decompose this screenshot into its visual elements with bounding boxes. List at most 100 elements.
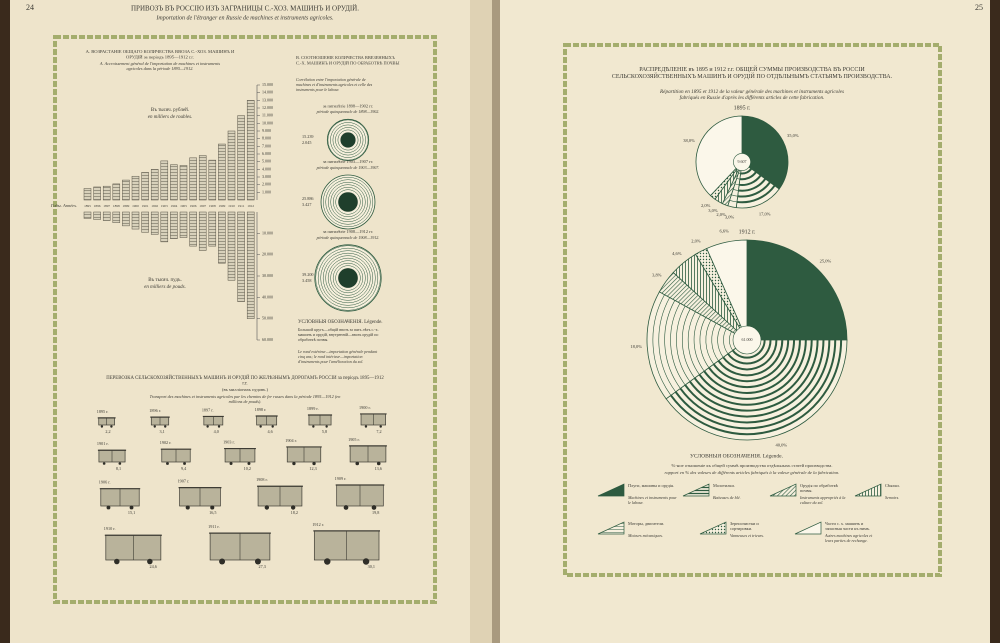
value-label: 16,5 — [209, 510, 216, 516]
tick-label: 20.000 — [262, 252, 273, 257]
bar — [150, 211, 159, 235]
ring-arc — [708, 339, 796, 389]
page-number: 24 — [26, 3, 34, 12]
wheel — [102, 462, 106, 465]
bar — [122, 179, 130, 201]
bar — [102, 185, 111, 201]
tick-label: 1.000 — [262, 189, 271, 194]
ring-arc — [689, 339, 819, 412]
tick-label: 30.000 — [262, 273, 273, 278]
year-label: 1905 — [180, 204, 187, 208]
value-label: 4,6% — [672, 251, 682, 257]
ring-arc — [679, 339, 831, 424]
legend-swatch — [682, 483, 710, 497]
period-label: за пятилѣтіе 1898—1902 гг. — [323, 103, 373, 108]
ring — [332, 262, 364, 294]
period-label: période quinquennale de 1903—1907. — [316, 165, 380, 170]
pie-slice — [706, 239, 748, 341]
bar — [93, 186, 101, 201]
value-label: 25,0% — [820, 259, 832, 265]
tick-label: 4.000 — [262, 166, 271, 171]
tick-label: 9.000 — [262, 128, 271, 133]
ring-arc — [687, 311, 700, 375]
legend-label: Части с. х. машинъ и запасныя части къ ни… — [825, 521, 870, 531]
ring — [327, 257, 369, 299]
bar — [198, 211, 207, 251]
ring-arc — [717, 339, 784, 377]
page-number: 25 — [975, 3, 983, 12]
wheel — [206, 425, 209, 428]
section-subtitle: Transport des machines et instruments ag… — [150, 394, 341, 404]
ring-arc — [670, 303, 686, 386]
pie-title: 1912 г. — [739, 229, 756, 235]
year-label: 1900 г. — [359, 405, 371, 410]
legend-label: Сѣялки. — [885, 483, 900, 488]
wheel — [100, 425, 104, 428]
year-label: 1895 — [84, 204, 91, 208]
value-label: 2.045 — [302, 140, 311, 145]
bar — [189, 157, 197, 201]
bar — [141, 211, 149, 233]
wheel — [219, 558, 226, 565]
year-label: 1911 г. — [208, 524, 220, 529]
legend-swatch — [597, 521, 625, 535]
legend-title: УСЛОВНЫЯ ОБОЗНАЧЕНІЯ. Légende. — [298, 320, 383, 325]
value-label: 15,1 — [128, 510, 135, 516]
legend-label: Semoirs. — [885, 495, 899, 500]
ring — [320, 250, 376, 306]
bar — [150, 169, 159, 201]
period-label: période quinquennale de 1898—1902. — [316, 109, 380, 114]
legend-label: Зерноочистки и сортировки. — [730, 521, 759, 531]
wheel — [210, 505, 215, 510]
legend-swatch — [794, 521, 822, 535]
ring — [315, 245, 381, 311]
legend-label: Machines et instruments pour le labour. — [627, 495, 677, 505]
ring — [322, 176, 374, 228]
value-label: 38,0% — [683, 138, 695, 144]
wheel — [371, 505, 377, 510]
bar — [83, 188, 92, 201]
bar — [246, 100, 255, 201]
value-label: 6,6% — [719, 228, 729, 234]
ring — [332, 186, 364, 218]
bar — [227, 130, 236, 201]
legend-text: Le rond extérieur—importation générale p… — [297, 349, 378, 364]
pie-title: 1895 г. — [734, 105, 751, 111]
center-label: 61.000 — [742, 337, 753, 342]
year-label: 1904 г. — [285, 438, 297, 443]
section-title: А. ВОЗРАСТАНІЕ ОБЩАГО КОЛИЧЕСТВА ВВОЗА С… — [86, 49, 235, 60]
page-title: ПРИВОЗЪ ВЪ РОССІЮ ИЗЪ ЗАГРАНИЦЫ С.-ХОЗ. … — [131, 5, 359, 13]
year-label: 1896 г. — [149, 408, 161, 413]
wheel — [217, 425, 221, 428]
legend-swatch — [699, 521, 727, 535]
ring — [335, 127, 361, 153]
tick-label: 8.000 — [262, 136, 271, 141]
bar — [102, 211, 111, 221]
axis-label: Годы. Années. — [50, 203, 77, 208]
right-content: РАСПРЕДѢЛЕНІЕ въ 1895 и 1912 г.г. ОБЩЕЙ … — [597, 65, 900, 543]
wheel — [355, 461, 360, 466]
ring — [337, 129, 359, 151]
bar — [122, 211, 130, 227]
value-label: 3,0% — [725, 215, 735, 221]
year-label: 1912 — [247, 204, 254, 208]
ring-arc — [722, 339, 778, 371]
value-label: 30,1 — [368, 564, 375, 570]
year-label: 1902 г. — [160, 440, 172, 445]
legend-swatch — [854, 483, 882, 497]
value-label: 17,0% — [759, 211, 771, 217]
year-label: 1904 — [171, 204, 178, 208]
center-label: 9.607 — [738, 159, 747, 164]
bar — [208, 211, 217, 247]
year-label: 1895 г. — [97, 409, 109, 414]
value-label: 3,1 — [159, 429, 164, 435]
tick-label: 7.000 — [262, 143, 271, 148]
tick-label: 11.000 — [262, 113, 273, 118]
ring-arc — [740, 168, 753, 175]
bar — [237, 115, 245, 201]
bar — [237, 211, 245, 302]
tick-label: 40.000 — [262, 294, 273, 299]
year-label: 1901 г. — [97, 441, 109, 446]
tick-label: 10.000 — [262, 120, 273, 125]
year-label: 1903 г. — [223, 440, 235, 445]
